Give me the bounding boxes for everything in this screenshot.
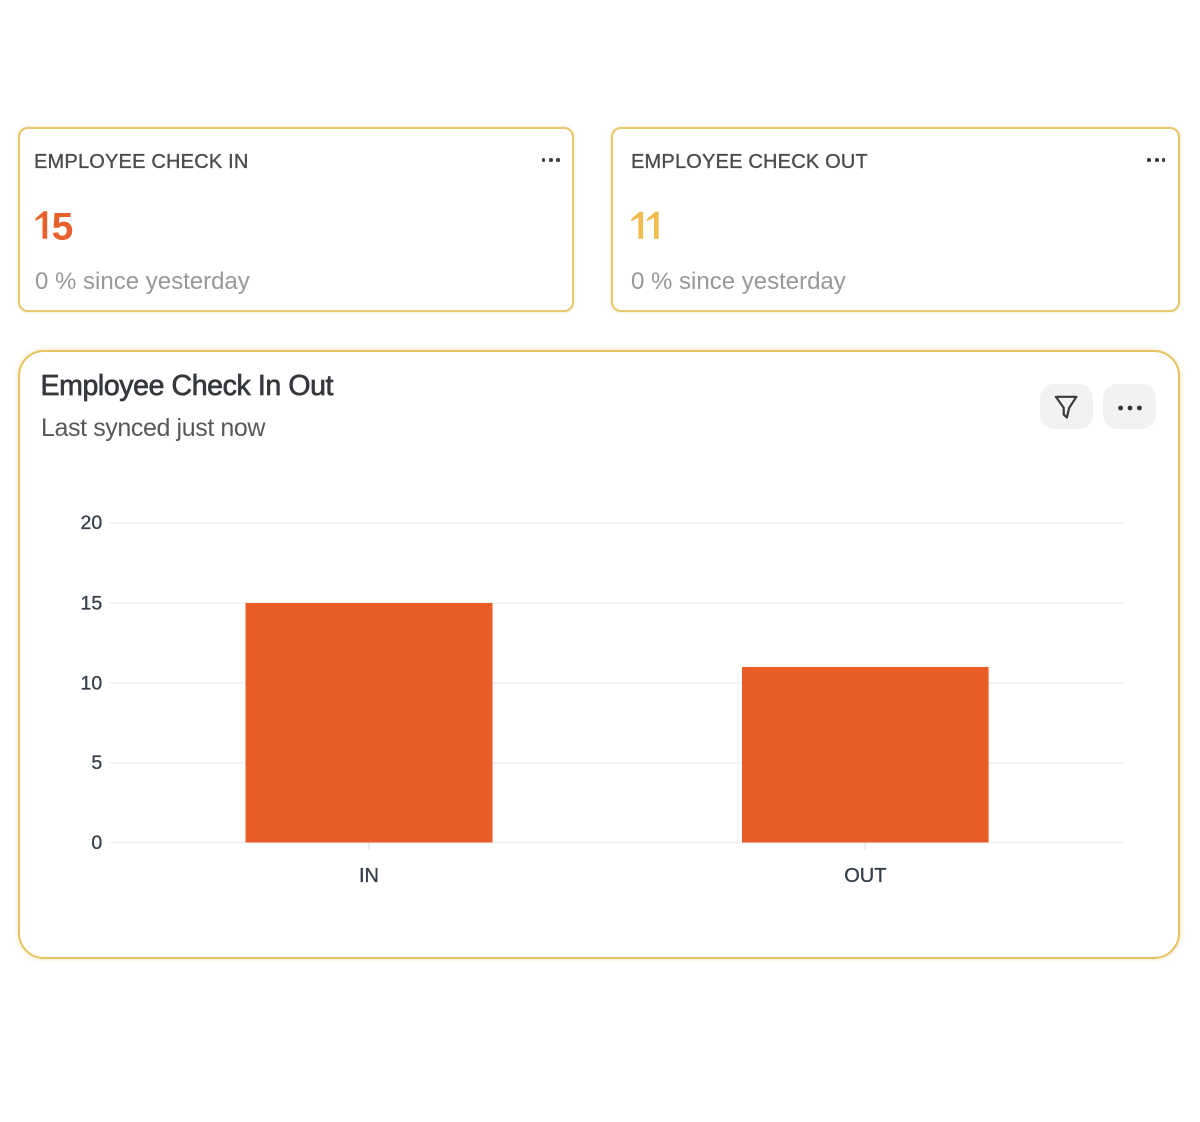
svg-text:15: 15	[80, 592, 102, 614]
svg-text:OUT: OUT	[844, 865, 886, 887]
svg-text:5: 5	[91, 752, 102, 774]
svg-text:10: 10	[80, 672, 102, 694]
svg-text:0: 0	[91, 832, 102, 854]
svg-text:IN: IN	[359, 865, 379, 887]
svg-text:5: 5	[52, 205, 74, 248]
svg-text:20: 20	[80, 512, 102, 534]
